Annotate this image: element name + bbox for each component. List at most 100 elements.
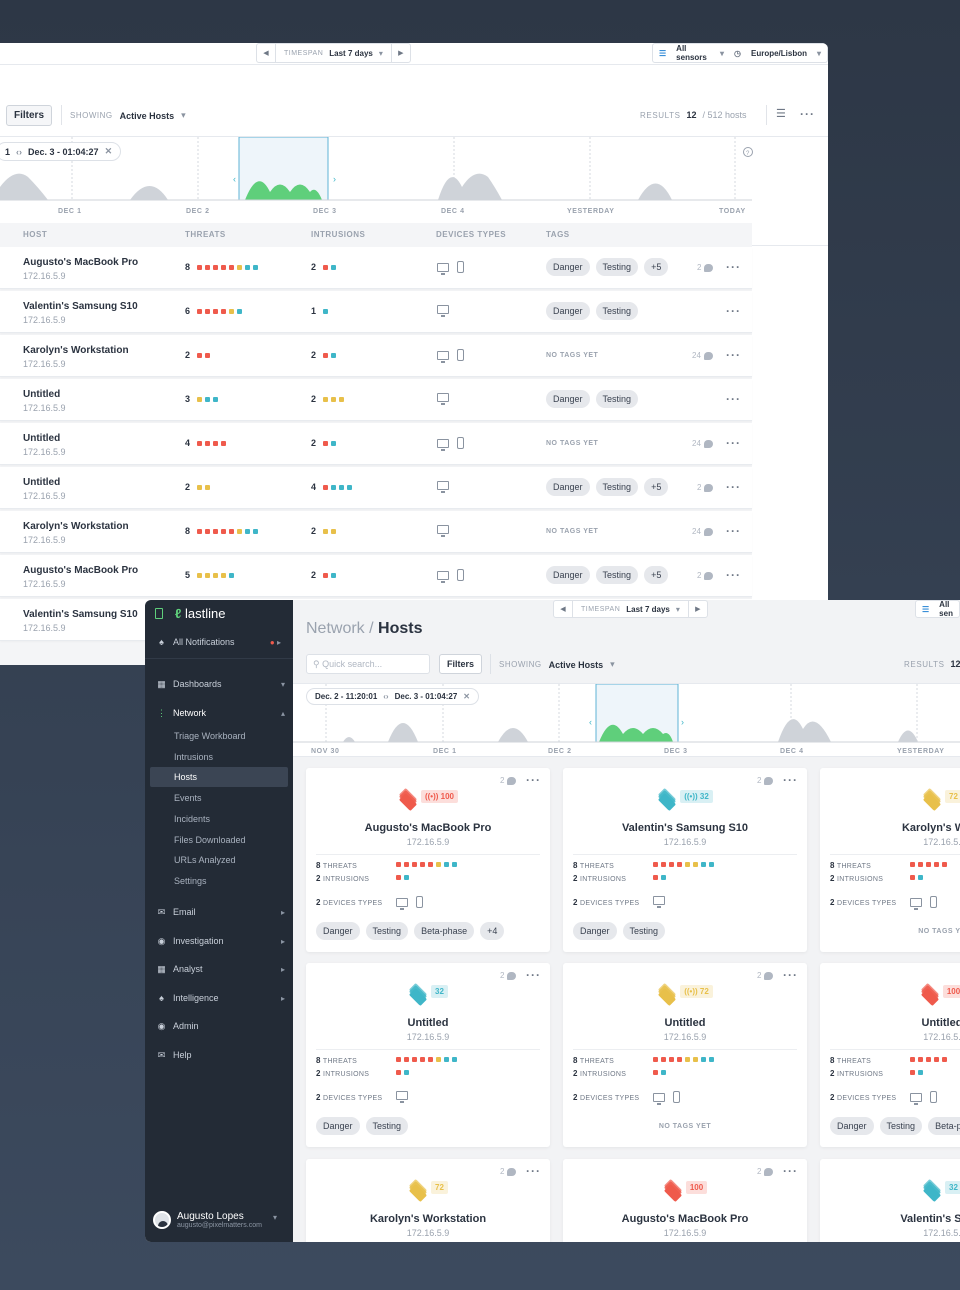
host-card[interactable]: 72 2 ··· Karolyn's Workstation 172.16.5.9 bbox=[306, 1159, 550, 1242]
search-input[interactable]: ⚲ Quick search... bbox=[306, 654, 430, 674]
row-more-icon[interactable]: ··· bbox=[726, 304, 741, 318]
next-arrow-icon[interactable]: ▶ bbox=[695, 606, 701, 613]
host-card[interactable]: 32 2 ··· Untitled 172.16.5.9 8 THREATS 2 INTRU… bbox=[306, 963, 550, 1147]
sidebar-item-analyst[interactable]: ▦ Analyst ▸ bbox=[157, 964, 285, 974]
table-row[interactable]: Augusto's MacBook Pro 172.16.5.9 5 2 Danger T… bbox=[0, 555, 752, 597]
table-row[interactable]: Untitled 172.16.5.9 3 2 Danger Testing ··· bbox=[0, 379, 752, 421]
close-icon[interactable]: ✕ bbox=[104, 146, 113, 156]
tag[interactable]: Danger bbox=[546, 566, 590, 584]
tag[interactable]: Danger bbox=[316, 922, 360, 940]
host-name[interactable]: Untitled bbox=[23, 477, 61, 488]
host-card[interactable]: 100 2 ··· Augusto's MacBook Pro 172.16.5.9 bbox=[563, 1159, 807, 1242]
host-name[interactable]: Valentin's Samsung S10 bbox=[621, 822, 749, 834]
host-card[interactable]: ((•)) 100 2 ··· Augusto's MacBook Pro 172.16… bbox=[306, 768, 550, 952]
showing-filter[interactable]: SHOWING Active Hosts ▾ bbox=[70, 110, 186, 121]
sidebar-item-network[interactable]: ⋮ Network ▴ bbox=[157, 708, 285, 718]
host-card[interactable]: ((•)) 32 2 ··· Valentin's Samsung S10 172.16… bbox=[563, 768, 807, 952]
sidebar-subitem-events[interactable]: Events bbox=[174, 793, 202, 804]
comments-count[interactable]: 2 bbox=[697, 571, 714, 580]
comments-count[interactable]: 24 bbox=[692, 439, 713, 448]
chevron-down-icon[interactable]: ▾ bbox=[273, 1213, 278, 1222]
host-name[interactable]: Augusto's MacBook Pro bbox=[621, 1213, 749, 1225]
table-row[interactable]: Augusto's MacBook Pro 172.16.5.9 8 2 Danger T… bbox=[0, 247, 752, 289]
sidebar-item-admin[interactable]: ◉ Admin bbox=[157, 1021, 285, 1031]
host-name[interactable]: Valentin's Samsung S10 bbox=[23, 609, 138, 620]
card-more-icon[interactable]: ··· bbox=[783, 773, 798, 787]
host-name[interactable]: Karolyn's Workstation bbox=[369, 1213, 487, 1225]
filters-button[interactable]: Filters bbox=[6, 105, 53, 126]
tag[interactable]: +5 bbox=[644, 566, 669, 584]
sidebar-subitem-urls-analyzed[interactable]: URLs Analyzed bbox=[174, 855, 236, 866]
tag[interactable]: Beta-p bbox=[928, 1117, 960, 1135]
tag[interactable]: Testing bbox=[595, 302, 639, 320]
comments-count[interactable]: 24 bbox=[692, 527, 713, 536]
sidebar-subitem-triage-workboard[interactable]: Triage Workboard bbox=[174, 731, 246, 741]
tag[interactable]: Testing bbox=[595, 258, 639, 276]
host-name[interactable]: Augusto's MacBook Pro bbox=[23, 565, 139, 576]
tag[interactable]: +4 bbox=[480, 922, 505, 940]
host-name[interactable]: Augusto's MacBook Pro bbox=[23, 257, 139, 268]
sidebar-item-intelligence[interactable]: ♠ Intelligence ▸ bbox=[157, 993, 285, 1003]
tag[interactable]: Beta-phase bbox=[414, 922, 475, 940]
breadcrumb-parent[interactable]: Network bbox=[306, 620, 365, 637]
showing-filter[interactable]: SHOWING Active Hosts ▾ bbox=[499, 659, 615, 670]
tag[interactable]: Testing bbox=[595, 566, 639, 584]
comments-count[interactable]: 2 bbox=[500, 776, 517, 785]
tag[interactable]: Testing bbox=[595, 390, 639, 408]
host-name[interactable]: Augusto's MacBook Pro bbox=[364, 822, 492, 834]
sensors-dropdown[interactable]: ☰ All sen bbox=[915, 600, 960, 618]
timespan-selector[interactable]: ◀ TIMESPAN Last 7 days ▾ ▶ bbox=[553, 600, 708, 618]
prev-arrow-icon[interactable]: ◀ bbox=[263, 50, 269, 57]
tag[interactable]: Danger bbox=[546, 258, 590, 276]
sensor-timezone-selector[interactable]: ☰ All sensors ▾ ◷ Europe/Lisbon ▾ bbox=[652, 43, 828, 63]
timespan-value[interactable]: Last 7 days bbox=[626, 604, 670, 614]
row-more-icon[interactable]: ··· bbox=[726, 436, 741, 450]
comments-count[interactable]: 2 bbox=[757, 776, 774, 785]
row-more-icon[interactable]: ··· bbox=[726, 568, 741, 582]
date-range-chip[interactable]: 1 ‹› Dec. 3 - 01:04:27 ✕ bbox=[0, 142, 122, 161]
host-name[interactable]: Untitled bbox=[664, 1017, 706, 1029]
card-more-icon[interactable]: ··· bbox=[783, 968, 798, 982]
comments-count[interactable]: 2 bbox=[500, 1167, 517, 1176]
tag[interactable]: +5 bbox=[644, 258, 669, 276]
close-icon[interactable]: ✕ bbox=[463, 692, 470, 701]
tag[interactable]: Testing bbox=[879, 1117, 923, 1135]
card-more-icon[interactable]: ··· bbox=[783, 1164, 798, 1178]
tag[interactable]: Testing bbox=[595, 478, 639, 496]
row-more-icon[interactable]: ··· bbox=[726, 260, 741, 274]
host-card[interactable]: ((•)) 72 2 ··· Untitled 172.16.5.9 8 THREATS 2… bbox=[563, 963, 807, 1147]
comments-count[interactable]: 2 bbox=[697, 483, 714, 492]
sidebar-toggle-icon[interactable] bbox=[155, 608, 163, 619]
tag[interactable]: Danger bbox=[573, 922, 617, 940]
sidebar-item-investigation[interactable]: ◉ Investigation ▸ bbox=[157, 936, 285, 946]
host-name[interactable]: Valentin's Sams bbox=[900, 1213, 960, 1225]
comments-count[interactable]: 24 bbox=[692, 351, 713, 360]
tag[interactable]: Danger bbox=[830, 1117, 874, 1135]
sidebar-subitem-files-downloaded[interactable]: Files Downloaded bbox=[174, 834, 246, 845]
comments-count[interactable]: 2 bbox=[697, 263, 714, 272]
card-more-icon[interactable]: ··· bbox=[526, 773, 541, 787]
host-name[interactable]: Untitled bbox=[23, 389, 61, 400]
logo[interactable]: ℓ lastline bbox=[155, 606, 225, 621]
table-row[interactable]: Untitled 172.16.5.9 2 4 Danger Testing +5 2 ··· bbox=[0, 467, 752, 509]
table-row[interactable]: Karolyn's Workstation 172.16.5.9 8 2 NO TAGS… bbox=[0, 511, 752, 553]
host-name[interactable]: Valentin's Samsung S10 bbox=[23, 301, 138, 312]
comments-count[interactable]: 2 bbox=[757, 971, 774, 980]
list-view-icon[interactable]: ☰ bbox=[776, 108, 786, 120]
showing-value[interactable]: Active Hosts bbox=[119, 110, 175, 121]
row-more-icon[interactable]: ··· bbox=[726, 524, 741, 538]
row-more-icon[interactable]: ··· bbox=[726, 480, 741, 494]
row-more-icon[interactable]: ··· bbox=[726, 348, 741, 362]
sidebar-item-notifications[interactable]: ♠ All Notifications ● ▸ bbox=[157, 637, 285, 647]
host-name[interactable]: Karolyn's Work bbox=[901, 822, 960, 834]
sidebar-item-help[interactable]: ✉ Help bbox=[157, 1050, 285, 1060]
host-card[interactable]: 32 Valentin's Sams 172.16.5. bbox=[820, 1159, 960, 1242]
tag[interactable]: Danger bbox=[546, 390, 590, 408]
row-more-icon[interactable]: ··· bbox=[726, 392, 741, 406]
user-profile[interactable]: Augusto Lopes augusto@pixelmatters.com ▾ bbox=[153, 1211, 277, 1229]
next-arrow-icon[interactable]: ▶ bbox=[398, 50, 404, 57]
table-row[interactable]: Untitled 172.16.5.9 4 2 NO TAGS YET 24 ··· bbox=[0, 423, 752, 465]
tag[interactable]: +5 bbox=[644, 478, 669, 496]
card-more-icon[interactable]: ··· bbox=[526, 1164, 541, 1178]
